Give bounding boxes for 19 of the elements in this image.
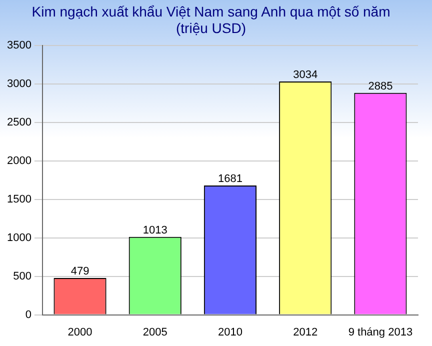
data-label: 2885 xyxy=(368,80,393,92)
x-tick-label: 2005 xyxy=(142,326,168,338)
y-tick-label: 500 xyxy=(13,270,32,282)
chart-title: Kim ngạch xuất khẩu Việt Nam sang Anh qua một số năm (triệu USD) xyxy=(32,3,390,36)
y-tick-label: 1500 xyxy=(6,193,32,206)
data-label: 3034 xyxy=(293,68,318,81)
y-tick-label: 2000 xyxy=(6,155,32,168)
y-tick-label: 1000 xyxy=(6,232,32,244)
y-tick-label: 0 xyxy=(25,308,32,321)
x-tick-label: 2012 xyxy=(293,326,318,338)
x-tick-label: 2010 xyxy=(218,326,242,338)
y-tick-label: 2500 xyxy=(6,116,32,129)
data-label: 479 xyxy=(70,265,90,278)
x-tick-label: 9 tháng 2013 xyxy=(348,326,413,338)
y-tick-label: 3500 xyxy=(6,40,32,52)
data-label: 1013 xyxy=(142,224,168,236)
y-tick-label: 3000 xyxy=(6,78,32,90)
x-tick-label: 2000 xyxy=(68,326,92,338)
data-label: 1681 xyxy=(218,173,242,186)
